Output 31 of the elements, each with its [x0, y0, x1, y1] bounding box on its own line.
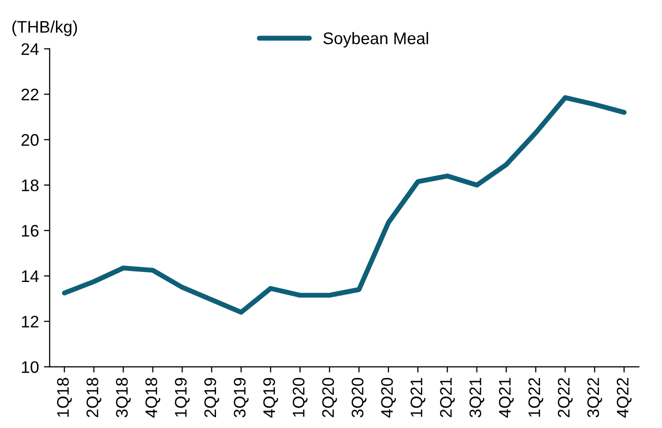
y-tick-label: 16: [22, 224, 39, 237]
y-tick-label: 22: [22, 88, 38, 100]
x-tick-label: 2Q22: [558, 378, 573, 418]
x-tick-label: 2Q20: [322, 378, 337, 418]
y-tick-label: 24: [22, 43, 39, 55]
x-tick-label: 3Q22: [587, 378, 602, 418]
x-tick-label: 1Q22: [528, 378, 544, 417]
y-tick-label: 18: [22, 179, 39, 192]
x-tick-label: 3Q19: [234, 378, 249, 418]
y-tick-label: 10: [22, 361, 39, 373]
y-tick-label: 20: [22, 134, 39, 146]
x-tick-label: 3Q20: [352, 378, 366, 418]
x-tick-label: 1Q20: [292, 378, 308, 417]
x-tick-label: 4Q19: [263, 378, 278, 418]
x-tick-label: 4Q21: [498, 378, 514, 418]
x-tick-label: 4Q22: [616, 378, 632, 418]
x-tick-label: 1Q18: [57, 378, 72, 417]
y-tick-label: 14: [22, 270, 39, 282]
y-tick-label: 12: [22, 316, 38, 328]
x-tick-label: 1Q21: [410, 378, 426, 417]
x-tick-label: 2Q18: [86, 378, 102, 418]
x-tick-label: 3Q21: [469, 378, 484, 418]
x-tick-label: 4Q18: [145, 378, 160, 418]
x-tick-label: 3Q18: [116, 378, 131, 418]
line-series: [62, 95, 627, 315]
x-tick-label: 2Q21: [440, 378, 455, 418]
x-tick-label: 2Q19: [204, 378, 220, 418]
y-axis-title: (THB/kg): [12, 20, 77, 36]
x-tick-label: 4Q20: [381, 378, 396, 418]
x-tick-label: 1Q19: [174, 378, 190, 417]
legend-label: Soybean Meal: [323, 32, 428, 48]
